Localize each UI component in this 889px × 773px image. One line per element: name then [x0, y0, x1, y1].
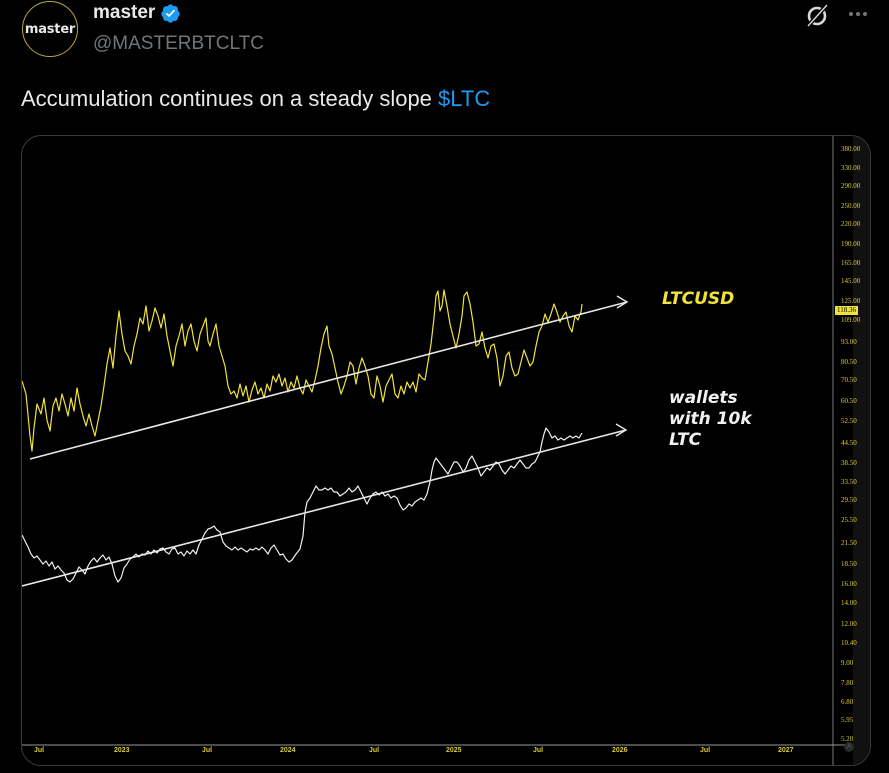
avatar-text: master	[24, 21, 76, 37]
cashtag-link[interactable]: $LTC	[438, 86, 491, 111]
y-tick: 9.00	[841, 659, 854, 667]
x-tick: 2024	[280, 747, 296, 754]
x-tick: Jul	[700, 747, 711, 754]
display-name[interactable]: master	[93, 2, 156, 23]
y-tick: 60.50	[841, 397, 857, 405]
wallets-annotation-line-1: wallets	[669, 388, 738, 408]
y-tick: 165.00	[841, 259, 861, 267]
wallets-annotation-line-3: LTC	[669, 430, 702, 450]
chart-plot	[22, 136, 870, 765]
x-tick: 2026	[612, 747, 628, 754]
wallets-line	[22, 427, 583, 583]
y-tick: 5.95	[841, 716, 854, 724]
x-tick: Jul	[202, 747, 213, 754]
current-price-label: 118.36	[835, 306, 858, 315]
y-tick: 14.00	[841, 599, 857, 607]
more-options-icon[interactable]	[845, 4, 871, 24]
grok-icon[interactable]	[804, 3, 830, 29]
y-tick: 52.50	[841, 417, 857, 425]
y-tick: 25.50	[841, 516, 857, 524]
y-tick: 330.00	[841, 164, 861, 172]
y-tick: 70.50	[841, 376, 857, 384]
y-tick: 80.50	[841, 358, 857, 366]
y-tick: 18.50	[841, 560, 857, 568]
y-tick: 38.50	[841, 459, 857, 467]
auto-scale-button[interactable]: A	[844, 742, 854, 752]
y-tick: 16.00	[841, 580, 857, 588]
author-name-row[interactable]: master	[93, 2, 181, 24]
avatar[interactable]: master	[22, 1, 78, 57]
y-tick: 6.80	[841, 698, 854, 706]
y-tick: 29.50	[841, 496, 857, 504]
y-tick: 190.00	[841, 240, 861, 248]
y-tick: 220.00	[841, 220, 861, 228]
x-tick: 2027	[778, 747, 794, 754]
y-tick: 109.00	[841, 316, 861, 324]
x-tick: Jul	[34, 747, 45, 754]
axis-scroll-strip	[853, 136, 870, 765]
y-tick: 290.00	[841, 182, 861, 190]
y-tick: 380.00	[841, 145, 861, 153]
wallets-annotation-line-2: with 10k	[669, 409, 752, 429]
wallets-annotation: wallets with 10k LTC	[669, 388, 752, 451]
tweet-text: Accumulation continues on a steady slope…	[21, 86, 490, 112]
y-tick: 12.00	[841, 620, 857, 628]
y-tick: 10.40	[841, 639, 857, 647]
verified-badge-icon	[161, 3, 181, 23]
y-tick: 21.50	[841, 539, 857, 547]
chart-image[interactable]: LTCUSD wallets with 10k LTC 380.00 330.0…	[21, 135, 871, 766]
y-tick: 7.80	[841, 679, 854, 687]
y-tick: 250.00	[841, 202, 861, 210]
author-handle[interactable]: @MASTERBTCLTC	[93, 33, 264, 54]
y-tick: 33.50	[841, 478, 857, 486]
y-tick: 145.00	[841, 277, 861, 285]
x-tick: 2023	[114, 747, 130, 754]
tweet-body: Accumulation continues on a steady slope	[21, 86, 439, 111]
x-tick: Jul	[369, 747, 380, 754]
ltcusd-line	[22, 289, 583, 452]
y-tick: 5.20	[841, 735, 854, 743]
x-tick: 2025	[446, 747, 462, 754]
y-tick: 93.00	[841, 338, 857, 346]
x-tick: Jul	[533, 747, 544, 754]
y-tick: 44.50	[841, 439, 857, 447]
y-tick: 125.00	[841, 297, 861, 305]
ltcusd-annotation: LTCUSD	[662, 289, 735, 309]
